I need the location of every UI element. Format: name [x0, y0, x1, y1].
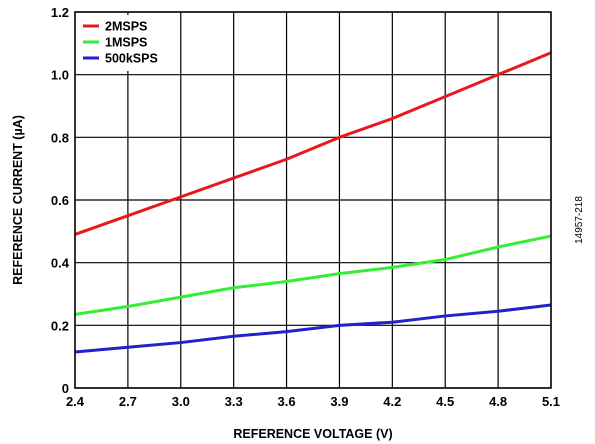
legend-label: 500kSPS [105, 52, 158, 66]
y-axis-label: REFERENCE CURRENT (µA) [11, 115, 25, 285]
legend-label: 1MSPS [105, 36, 147, 50]
y-tick-label: 0.4 [51, 256, 70, 271]
x-tick-label: 3.0 [172, 394, 190, 409]
series-lines [74, 51, 552, 354]
x-tick-label: 3.3 [225, 394, 243, 409]
y-tick-label: 1.0 [51, 68, 69, 83]
y-tick-label: 0.2 [51, 318, 69, 333]
x-tick-label: 2.4 [66, 394, 85, 409]
x-tick-label: 3.6 [278, 394, 296, 409]
y-tick-label: 0.6 [51, 193, 69, 208]
y-tick-label: 0 [62, 381, 69, 396]
y-tick-label: 0.8 [51, 130, 69, 145]
x-axis-label: REFERENCE VOLTAGE (V) [233, 427, 392, 441]
x-tick-label: 2.7 [119, 394, 137, 409]
legend-label: 2MSPS [105, 20, 147, 34]
figure-id: 14957-218 [574, 196, 585, 244]
y-tick-labels: 0 0.2 0.4 0.6 0.8 1.0 1.2 [51, 5, 70, 396]
x-tick-labels: 2.4 2.7 3.0 3.3 3.6 3.9 4.2 4.5 4.8 5.1 [66, 394, 560, 409]
x-tick-label: 5.1 [542, 394, 560, 409]
series-line-500ksps [74, 303, 552, 354]
x-tick-label: 4.5 [436, 394, 454, 409]
plot-frame [74, 11, 552, 389]
legend: 2MSPS 1MSPS 500kSPS [78, 15, 178, 71]
x-tick-label: 4.2 [383, 394, 401, 409]
x-tick-label: 3.9 [330, 394, 348, 409]
series-line-1msps [74, 234, 552, 316]
y-tick-label: 1.2 [51, 5, 69, 20]
x-tick-label: 4.8 [489, 394, 507, 409]
series-line-2msps [74, 51, 552, 236]
